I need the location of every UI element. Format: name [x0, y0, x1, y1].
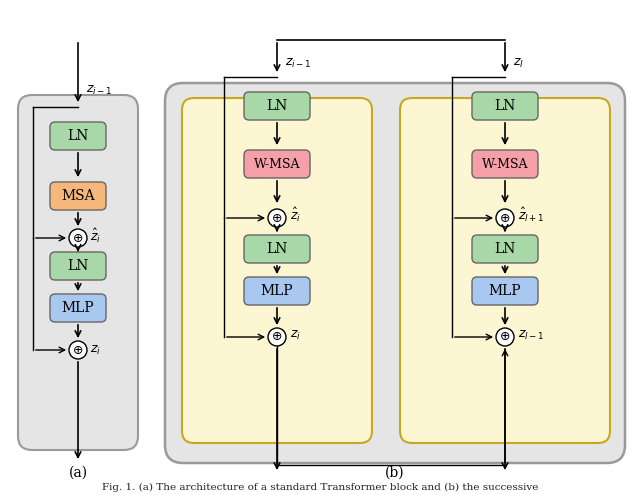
- Text: Fig. 1. (a) The architecture of a standard Transformer block and (b) the success: Fig. 1. (a) The architecture of a standa…: [102, 483, 538, 492]
- Text: $\hat{z}_i$: $\hat{z}_i$: [90, 227, 101, 245]
- FancyBboxPatch shape: [244, 235, 310, 263]
- Text: $z_i$: $z_i$: [290, 329, 301, 342]
- Text: LN: LN: [67, 129, 89, 143]
- Text: $\oplus$: $\oplus$: [72, 344, 84, 356]
- Text: LN: LN: [67, 259, 89, 273]
- Circle shape: [69, 229, 87, 247]
- Text: MLP: MLP: [489, 284, 522, 298]
- FancyBboxPatch shape: [400, 98, 610, 443]
- FancyBboxPatch shape: [244, 92, 310, 120]
- Text: $z_{l-1}$: $z_{l-1}$: [518, 329, 545, 342]
- Text: $z_{i-1}$: $z_{i-1}$: [86, 84, 113, 97]
- Text: $\oplus$: $\oplus$: [499, 211, 511, 225]
- Text: $\hat{z}_{l+1}$: $\hat{z}_{l+1}$: [518, 206, 545, 224]
- Text: LN: LN: [266, 242, 288, 256]
- FancyBboxPatch shape: [244, 150, 310, 178]
- Text: $\oplus$: $\oplus$: [499, 331, 511, 344]
- FancyBboxPatch shape: [244, 277, 310, 305]
- Circle shape: [496, 209, 514, 227]
- Text: W-MSA: W-MSA: [482, 157, 528, 170]
- FancyBboxPatch shape: [165, 83, 625, 463]
- FancyBboxPatch shape: [50, 294, 106, 322]
- Text: (a): (a): [68, 466, 88, 480]
- Circle shape: [268, 328, 286, 346]
- Circle shape: [496, 328, 514, 346]
- FancyBboxPatch shape: [50, 182, 106, 210]
- Text: LN: LN: [494, 242, 516, 256]
- Circle shape: [268, 209, 286, 227]
- Text: $z_i$: $z_i$: [90, 344, 101, 356]
- Text: $z_l$: $z_l$: [513, 56, 524, 70]
- Text: $\oplus$: $\oplus$: [271, 211, 283, 225]
- FancyBboxPatch shape: [50, 252, 106, 280]
- Text: (b): (b): [385, 466, 405, 480]
- Text: $\oplus$: $\oplus$: [271, 331, 283, 344]
- Text: $\hat{z}_i$: $\hat{z}_i$: [290, 206, 301, 224]
- Text: LN: LN: [266, 99, 288, 113]
- Text: MLP: MLP: [61, 301, 94, 315]
- Circle shape: [69, 341, 87, 359]
- FancyBboxPatch shape: [472, 92, 538, 120]
- FancyBboxPatch shape: [472, 150, 538, 178]
- FancyBboxPatch shape: [18, 95, 138, 450]
- Text: LN: LN: [494, 99, 516, 113]
- FancyBboxPatch shape: [50, 122, 106, 150]
- Text: MLP: MLP: [260, 284, 293, 298]
- FancyBboxPatch shape: [472, 235, 538, 263]
- Text: $\oplus$: $\oplus$: [72, 232, 84, 245]
- Text: $z_{i-1}$: $z_{i-1}$: [285, 56, 312, 70]
- FancyBboxPatch shape: [472, 277, 538, 305]
- FancyBboxPatch shape: [182, 98, 372, 443]
- Text: W-MSA: W-MSA: [253, 157, 300, 170]
- Text: MSA: MSA: [61, 189, 95, 203]
